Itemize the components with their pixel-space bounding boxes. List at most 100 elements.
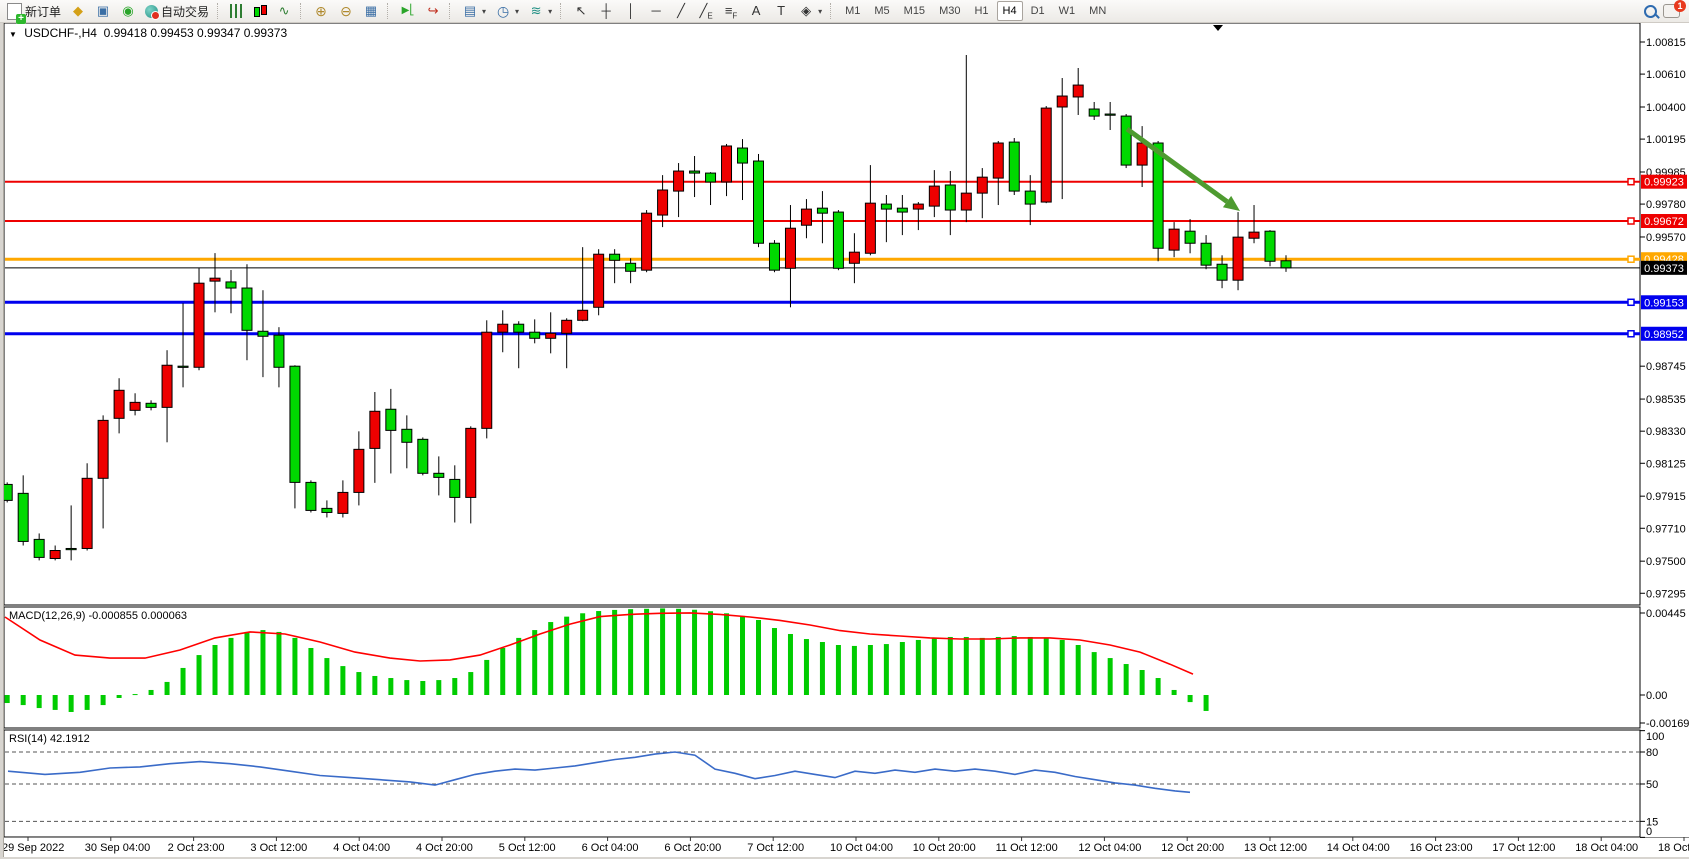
svg-text:0.99780: 0.99780: [1646, 199, 1686, 211]
macd-bar: [148, 689, 154, 695]
candle-body: [721, 145, 733, 183]
search-icon[interactable]: [1644, 4, 1657, 18]
candle-body: [1104, 113, 1116, 116]
fibonacci-button[interactable]: ≡F: [719, 1, 743, 21]
channel-button[interactable]: ╱E: [694, 1, 718, 21]
candle-body: [97, 419, 109, 479]
trend-arrow-annotation[interactable]: [1125, 126, 1240, 211]
candle-body: [705, 172, 717, 183]
text-label-button[interactable]: T: [769, 1, 793, 21]
macd-bar: [452, 678, 458, 695]
svg-text:12 Oct 20:00: 12 Oct 20:00: [1161, 842, 1224, 854]
text-button[interactable]: A: [744, 1, 768, 21]
timeframe-h4-button[interactable]: H4: [996, 1, 1023, 21]
shapes-button[interactable]: ◈ ▾: [794, 1, 826, 21]
timeframe-m30-button[interactable]: M30: [939, 5, 961, 17]
time-axis: 29 Sep 2022 30 Sep 04:00 2 Oct 23:00 3 Oct …: [2, 837, 1689, 854]
candle-body: [209, 277, 221, 282]
chart-window-button[interactable]: ▣: [91, 1, 115, 21]
autotrade-button[interactable]: 自动交易: [141, 1, 213, 21]
timeframe-h1-button[interactable]: H1: [974, 5, 989, 17]
macd-bar: [532, 630, 538, 695]
svg-text:0.00445: 0.00445: [1646, 608, 1686, 620]
candle-body: [689, 170, 701, 174]
bar-chart-button[interactable]: [226, 1, 248, 21]
macd-bar: [628, 609, 634, 695]
svg-text:29 Sep 2022: 29 Sep 2022: [2, 842, 64, 854]
macd-bar: [4, 695, 10, 704]
macd-bar: [340, 666, 346, 695]
macd-bar: [1123, 664, 1129, 695]
candle-body: [737, 147, 749, 164]
macd-bar: [484, 659, 490, 695]
chart-shift-button[interactable]: ↪: [421, 1, 445, 21]
periods-button[interactable]: ◷ ▾: [491, 1, 523, 21]
candle-body: [577, 309, 589, 321]
candle-body: [752, 160, 764, 244]
zoom-out-button[interactable]: ⊖: [334, 1, 358, 21]
candle-body: [609, 253, 621, 261]
price-badge-0.98952: 0.98952: [1641, 326, 1687, 341]
notifications-icon[interactable]: 1: [1663, 0, 1686, 18]
candle-body: [529, 331, 541, 339]
new-chart-icon: ▤: [463, 3, 477, 18]
indicators-button[interactable]: ≋ ▾: [524, 1, 556, 21]
candle-body: [17, 492, 29, 542]
chart-shift-marker-icon[interactable]: [1213, 25, 1223, 31]
cursor-button[interactable]: ↖: [569, 1, 593, 21]
candle-body: [784, 227, 796, 269]
candle-body: [465, 427, 477, 498]
signals-button[interactable]: ◉: [116, 1, 140, 21]
candle-body: [321, 507, 333, 513]
tile-windows-button[interactable]: ▦: [359, 1, 383, 21]
svg-text:18 Oct 04:00: 18 Oct 04:00: [1575, 842, 1638, 854]
zoom-in-button[interactable]: ⊕: [309, 1, 333, 21]
macd-bar: [995, 636, 1001, 695]
new-order-button[interactable]: 新订单: [3, 1, 65, 24]
macd-bar: [180, 667, 186, 695]
tile-windows-icon: ▦: [364, 3, 378, 18]
candle-body: [241, 287, 253, 331]
timeframe-m1-button[interactable]: M1: [845, 5, 861, 17]
market-watch-button[interactable]: ◆: [66, 1, 90, 21]
timeframe-m5-button[interactable]: M5: [874, 5, 890, 17]
candle-body: [449, 478, 461, 498]
cursor-icon: ↖: [575, 3, 587, 18]
line-chart-button[interactable]: ∿: [272, 1, 296, 21]
toolbar-separator: [560, 3, 565, 19]
candle-body: [912, 203, 924, 210]
new-chart-button[interactable]: ▤ ▾: [458, 1, 490, 21]
signals-icon: ◉: [122, 3, 134, 18]
macd-bar: [963, 636, 969, 695]
svg-text:4 Oct 20:00: 4 Oct 20:00: [416, 842, 473, 854]
timeframe-mn-button[interactable]: MN: [1089, 5, 1107, 17]
timeframe-w1-button[interactable]: W1: [1058, 5, 1076, 17]
horizontal-line-button[interactable]: ─: [644, 1, 668, 21]
candle-body: [65, 547, 77, 551]
candlestick-chart-button[interactable]: [249, 1, 271, 21]
macd-bar: [1187, 695, 1193, 703]
candle-body: [1120, 115, 1132, 166]
equidistant-channel-icon: ╱E: [699, 3, 713, 21]
horizontal-levels[interactable]: [5, 177, 1640, 338]
candle-body: [673, 170, 685, 192]
trendline-button[interactable]: ╱: [669, 1, 693, 21]
vertical-line-button[interactable]: │: [619, 1, 643, 21]
candle-body: [625, 262, 637, 272]
macd-bar: [356, 672, 362, 695]
macd-bar: [771, 628, 777, 695]
crosshair-button[interactable]: ┼: [594, 1, 618, 21]
timeframe-m15-button[interactable]: M15: [903, 5, 926, 17]
svg-text:14 Oct 04:00: 14 Oct 04:00: [1327, 842, 1390, 854]
auto-scroll-button[interactable]: ▶⎣: [396, 1, 420, 21]
svg-text:5 Oct 12:00: 5 Oct 12:00: [499, 842, 556, 854]
indicators-icon: ≋: [530, 3, 542, 18]
macd-bar: [596, 611, 602, 695]
macd-bar: [708, 611, 714, 695]
macd-bar: [1091, 652, 1097, 695]
toolbar-separator: [300, 3, 305, 19]
vertical-line-icon: │: [627, 3, 636, 18]
timeframe-d1-button[interactable]: D1: [1030, 5, 1045, 17]
toolbar-separator: [449, 3, 454, 19]
